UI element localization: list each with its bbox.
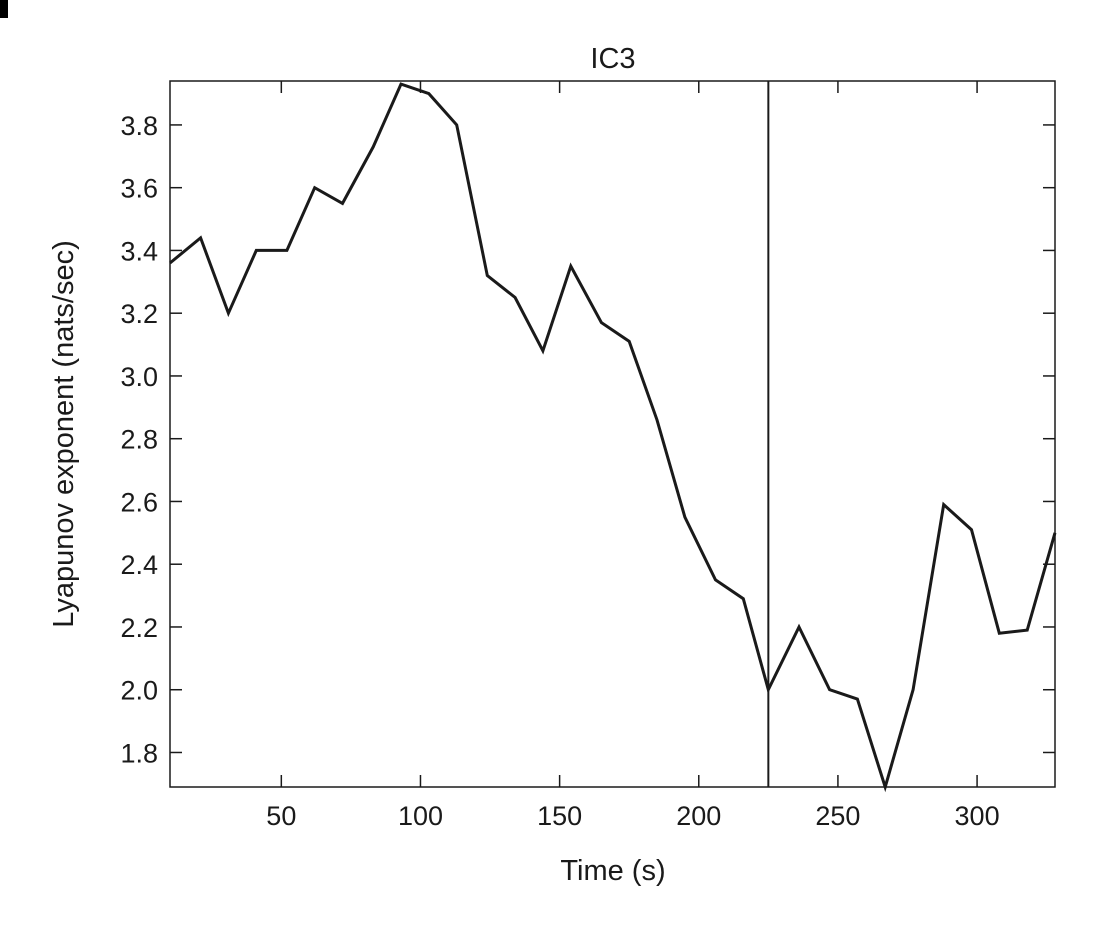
plot-area: 50 100 150 200 250 300 1.8 2.0 2.2 2.4 2.6 2.8 3.0 3.…	[120, 80, 1057, 831]
y-tick-label: 3.0	[120, 362, 158, 392]
chart-title: IC3	[590, 43, 635, 75]
x-tick-label: 50	[266, 801, 296, 831]
x-tick-label: 200	[676, 801, 721, 831]
y-tick-label: 2.0	[120, 676, 158, 706]
x-tick-label: 300	[955, 801, 1000, 831]
plot-frame	[169, 80, 1056, 788]
corner-mark	[0, 0, 8, 18]
y-tick-label: 2.6	[120, 487, 158, 517]
x-tick-label: 100	[398, 801, 443, 831]
y-tick-label: 3.6	[120, 174, 158, 204]
y-tick-label: 3.4	[120, 236, 158, 266]
y-tick-label: 1.8	[120, 738, 158, 768]
y-tick-label: 2.4	[120, 550, 158, 580]
y-tick-label: 2.2	[120, 613, 158, 643]
y-axis-label: Lyapunov exponent (nats/sec)	[48, 240, 80, 627]
x-axis-label: Time (s)	[560, 855, 665, 887]
y-tick-label: 2.8	[120, 425, 158, 455]
data-line	[169, 82, 1057, 793]
x-tick-label: 150	[537, 801, 582, 831]
y-tick-label: 3.2	[120, 299, 158, 329]
x-tick-label: 250	[815, 801, 860, 831]
y-tick-label: 3.8	[120, 111, 158, 141]
